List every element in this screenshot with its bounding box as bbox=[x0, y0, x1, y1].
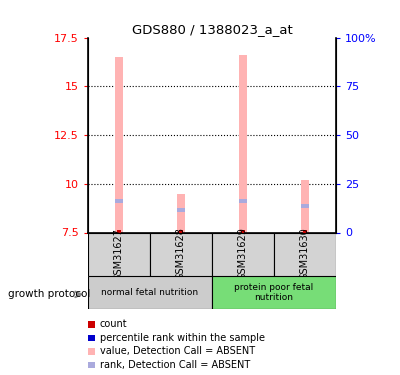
Text: protein poor fetal
nutrition: protein poor fetal nutrition bbox=[234, 283, 314, 302]
Bar bbox=[239, 55, 247, 232]
Text: growth protocol: growth protocol bbox=[8, 290, 90, 299]
Bar bbox=[117, 230, 121, 232]
Text: GSM31629: GSM31629 bbox=[238, 228, 248, 280]
Text: GSM31630: GSM31630 bbox=[300, 228, 310, 280]
Bar bbox=[88, 276, 212, 309]
Text: rank, Detection Call = ABSENT: rank, Detection Call = ABSENT bbox=[100, 360, 250, 370]
Text: GSM31627: GSM31627 bbox=[114, 228, 124, 280]
Bar bbox=[301, 204, 309, 209]
Text: percentile rank within the sample: percentile rank within the sample bbox=[100, 333, 265, 343]
Bar bbox=[177, 208, 185, 212]
Bar bbox=[150, 232, 212, 276]
Bar bbox=[212, 232, 274, 276]
Bar bbox=[115, 199, 123, 204]
Bar bbox=[177, 194, 185, 232]
Text: GSM31628: GSM31628 bbox=[176, 228, 186, 280]
Bar bbox=[212, 276, 336, 309]
Text: normal fetal nutrition: normal fetal nutrition bbox=[102, 288, 198, 297]
Bar bbox=[115, 57, 123, 232]
Title: GDS880 / 1388023_a_at: GDS880 / 1388023_a_at bbox=[132, 23, 292, 36]
Bar bbox=[301, 180, 309, 232]
Bar bbox=[303, 230, 307, 232]
Text: value, Detection Call = ABSENT: value, Detection Call = ABSENT bbox=[100, 346, 255, 356]
Bar bbox=[239, 199, 247, 204]
Text: count: count bbox=[100, 320, 128, 329]
Bar bbox=[274, 232, 336, 276]
Bar bbox=[241, 230, 245, 232]
Bar bbox=[179, 230, 183, 232]
Bar bbox=[88, 232, 150, 276]
